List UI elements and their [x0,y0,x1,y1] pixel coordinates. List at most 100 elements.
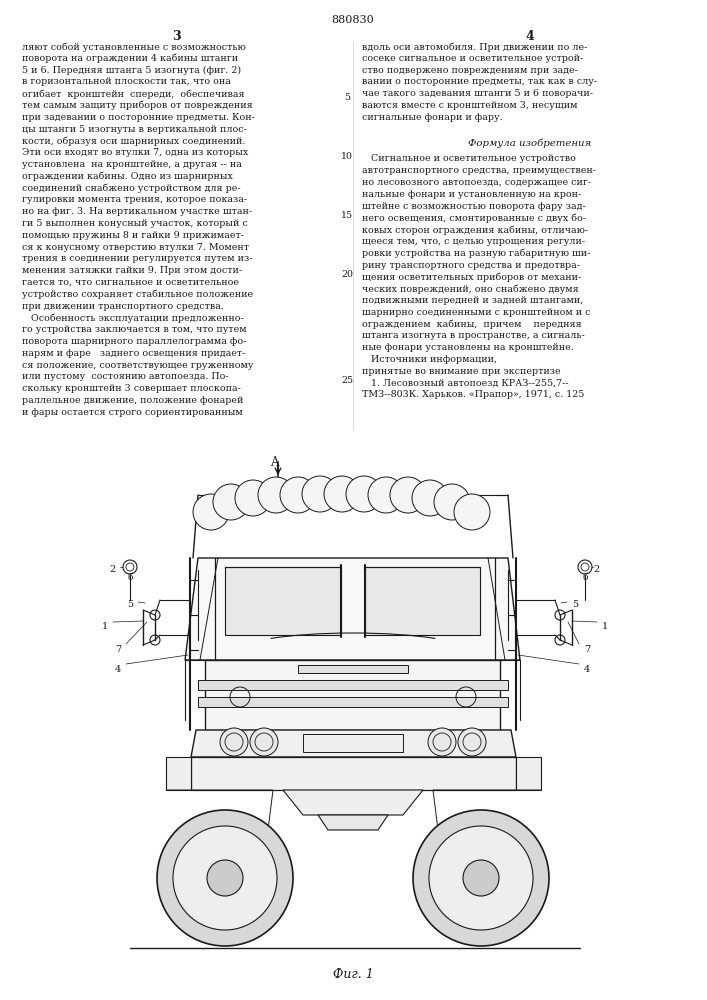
Circle shape [412,480,448,516]
Text: 25: 25 [341,376,353,385]
Text: A: A [270,456,279,469]
Text: 7: 7 [584,645,590,654]
Text: ляют собой установленные с возможностью: ляют собой установленные с возможностью [22,42,246,51]
Text: Источники информации,: Источники информации, [362,355,497,364]
Text: ровки устройства на разную габаритную ши-: ровки устройства на разную габаритную ши… [362,249,590,258]
Text: гается то, что сигнальное и осветительное: гается то, что сигнальное и осветительно… [22,278,239,287]
Circle shape [213,484,249,520]
Text: 5: 5 [572,600,578,609]
Text: 4: 4 [525,30,534,43]
Text: ство подвержено повреждениям при заде-: ство подвержено повреждениям при заде- [362,66,578,75]
Text: 4: 4 [584,665,590,674]
Polygon shape [166,757,191,790]
Circle shape [413,810,549,946]
Text: ческих повреждений, оно снабжено двумя: ческих повреждений, оно снабжено двумя [362,284,579,294]
Text: 1: 1 [102,622,108,631]
Text: Особенность эксплуатации предложенно-: Особенность эксплуатации предложенно- [22,313,244,323]
Polygon shape [298,665,408,673]
Text: 1. Лесовозный автопоезд КРАЗ--255,7--: 1. Лесовозный автопоезд КРАЗ--255,7-- [362,379,568,388]
Text: 3: 3 [172,30,180,43]
Circle shape [428,728,456,756]
Circle shape [368,477,404,513]
Text: Эти оси входят во втулки 7, одна из которых: Эти оси входят во втулки 7, одна из кото… [22,148,248,157]
Text: штейне с возможностью поворота фару зад-: штейне с возможностью поворота фару зад- [362,202,586,211]
Circle shape [173,826,277,930]
Polygon shape [516,757,541,790]
Circle shape [280,477,316,513]
Text: ТМЗ--803К. Харьков. «Прапор», 1971, с. 125: ТМЗ--803К. Харьков. «Прапор», 1971, с. 1… [362,390,585,399]
Polygon shape [185,558,520,660]
Circle shape [434,484,470,520]
Text: 15: 15 [341,211,353,220]
Text: штанга изогнута в пространстве, а сигналь-: штанга изогнута в пространстве, а сигнал… [362,331,585,340]
Text: 10: 10 [341,152,353,161]
Text: гулировки момента трения, которое показа-: гулировки момента трения, которое показа… [22,195,247,204]
Text: соединений снабжено устройством для ре-: соединений снабжено устройством для ре- [22,184,240,193]
Text: при задевании о посторонние предметы. Кон-: при задевании о посторонние предметы. Ко… [22,113,255,122]
Text: 5 и 6. Передняя штанга 5 изогнута (фиг. 2): 5 и 6. Передняя штанга 5 изогнута (фиг. … [22,66,241,75]
Circle shape [454,494,490,530]
Text: в горизонтальной плоскости так, что она: в горизонтальной плоскости так, что она [22,77,231,86]
Text: б: б [127,573,133,582]
Text: ные фонари установлены на кронштейне.: ные фонари установлены на кронштейне. [362,343,574,352]
Polygon shape [303,734,403,752]
Circle shape [390,477,426,513]
Circle shape [578,560,592,574]
Text: ковых сторон ограждения кабины, отличаю-: ковых сторон ограждения кабины, отличаю- [362,225,588,235]
Text: вании о посторонние предметы, так как в слу-: вании о посторонние предметы, так как в … [362,77,597,86]
Text: шарнирно соединенными с кронштейном и с: шарнирно соединенными с кронштейном и с [362,308,590,317]
Text: скольку кронштейн 3 совершает плоскопа-: скольку кронштейн 3 совершает плоскопа- [22,384,241,393]
Text: помощью пружины 8 и гайки 9 прижимает-: помощью пружины 8 и гайки 9 прижимает- [22,231,244,240]
Text: трения в соединении регулируется путем из-: трения в соединении регулируется путем и… [22,254,252,263]
Text: 1: 1 [602,622,608,631]
Text: 7: 7 [115,645,121,654]
Text: 5: 5 [344,93,350,102]
Text: го устройства заключается в том, что путем: го устройства заключается в том, что пут… [22,325,247,334]
Text: кости, образуя оси шарнирных соединений.: кости, образуя оси шарнирных соединений. [22,136,245,146]
Text: щения осветительных приборов от механи-: щения осветительных приборов от механи- [362,272,581,282]
Text: ся к конусному отверстию втулки 7. Момент: ся к конусному отверстию втулки 7. Момен… [22,243,249,252]
Text: б: б [583,573,588,582]
Text: Формула изобретения: Формула изобретения [468,139,592,148]
Text: тем самым защиту приборов от повреждения: тем самым защиту приборов от повреждения [22,101,252,110]
Text: поворота на ограждении 4 кабины штанги: поворота на ограждении 4 кабины штанги [22,54,238,63]
Text: 5: 5 [127,600,133,609]
Text: раллельное движение, положение фонарей: раллельное движение, положение фонарей [22,396,243,405]
Text: 4: 4 [115,665,121,674]
Text: установлена  на кронштейне, а другая -- на: установлена на кронштейне, а другая -- н… [22,160,242,169]
Text: 2: 2 [109,565,115,574]
Circle shape [346,476,382,512]
Text: ги 5 выполнен конусный участок, который с: ги 5 выполнен конусный участок, который … [22,219,247,228]
Polygon shape [283,790,423,815]
Text: ся положение, соответствующее груженному: ся положение, соответствующее груженному [22,361,254,370]
Circle shape [458,728,486,756]
Text: подвижными передней и задней штангами,: подвижными передней и задней штангами, [362,296,583,305]
Text: поворота шарнирного параллелограмма фо-: поворота шарнирного параллелограмма фо- [22,337,246,346]
Polygon shape [198,680,508,690]
Circle shape [324,476,360,512]
Circle shape [302,476,338,512]
Text: 2: 2 [594,565,600,574]
Circle shape [250,728,278,756]
Text: и фары остается строго сориентированным: и фары остается строго сориентированным [22,408,243,417]
Text: щееся тем, что, с целью упрощения регули-: щееся тем, что, с целью упрощения регули… [362,237,585,246]
Text: 20: 20 [341,270,353,279]
Circle shape [123,560,137,574]
Text: нарям и фаре   заднего освещения придает-: нарям и фаре заднего освещения придает- [22,349,245,358]
Text: сосеке сигнальное и осветительное устрой-: сосеке сигнальное и осветительное устрой… [362,54,583,63]
Text: цы штанги 5 изогнуты в вертикальной плос-: цы штанги 5 изогнуты в вертикальной плос… [22,125,247,134]
Circle shape [463,860,499,896]
Text: менения затяжки гайки 9. При этом дости-: менения затяжки гайки 9. При этом дости- [22,266,242,275]
Text: 880830: 880830 [332,15,375,25]
Circle shape [429,826,533,930]
Text: устройство сохраняет стабильное положение: устройство сохраняет стабильное положени… [22,290,253,299]
Text: нальные фонари и установленную на крон-: нальные фонари и установленную на крон- [362,190,581,199]
Text: огибает  кронштейн  спереди,  обеспечивая: огибает кронштейн спереди, обеспечивая [22,89,245,99]
Text: при движении транспортного средства.: при движении транспортного средства. [22,302,224,311]
Polygon shape [205,660,500,730]
Text: ваются вместе с кронштейном 3, несущим: ваются вместе с кронштейном 3, несущим [362,101,578,110]
Text: Сигнальное и осветительное устройство: Сигнальное и осветительное устройство [362,154,576,163]
Text: сигнальные фонари и фару.: сигнальные фонари и фару. [362,113,503,122]
Polygon shape [318,815,388,830]
Circle shape [235,480,271,516]
